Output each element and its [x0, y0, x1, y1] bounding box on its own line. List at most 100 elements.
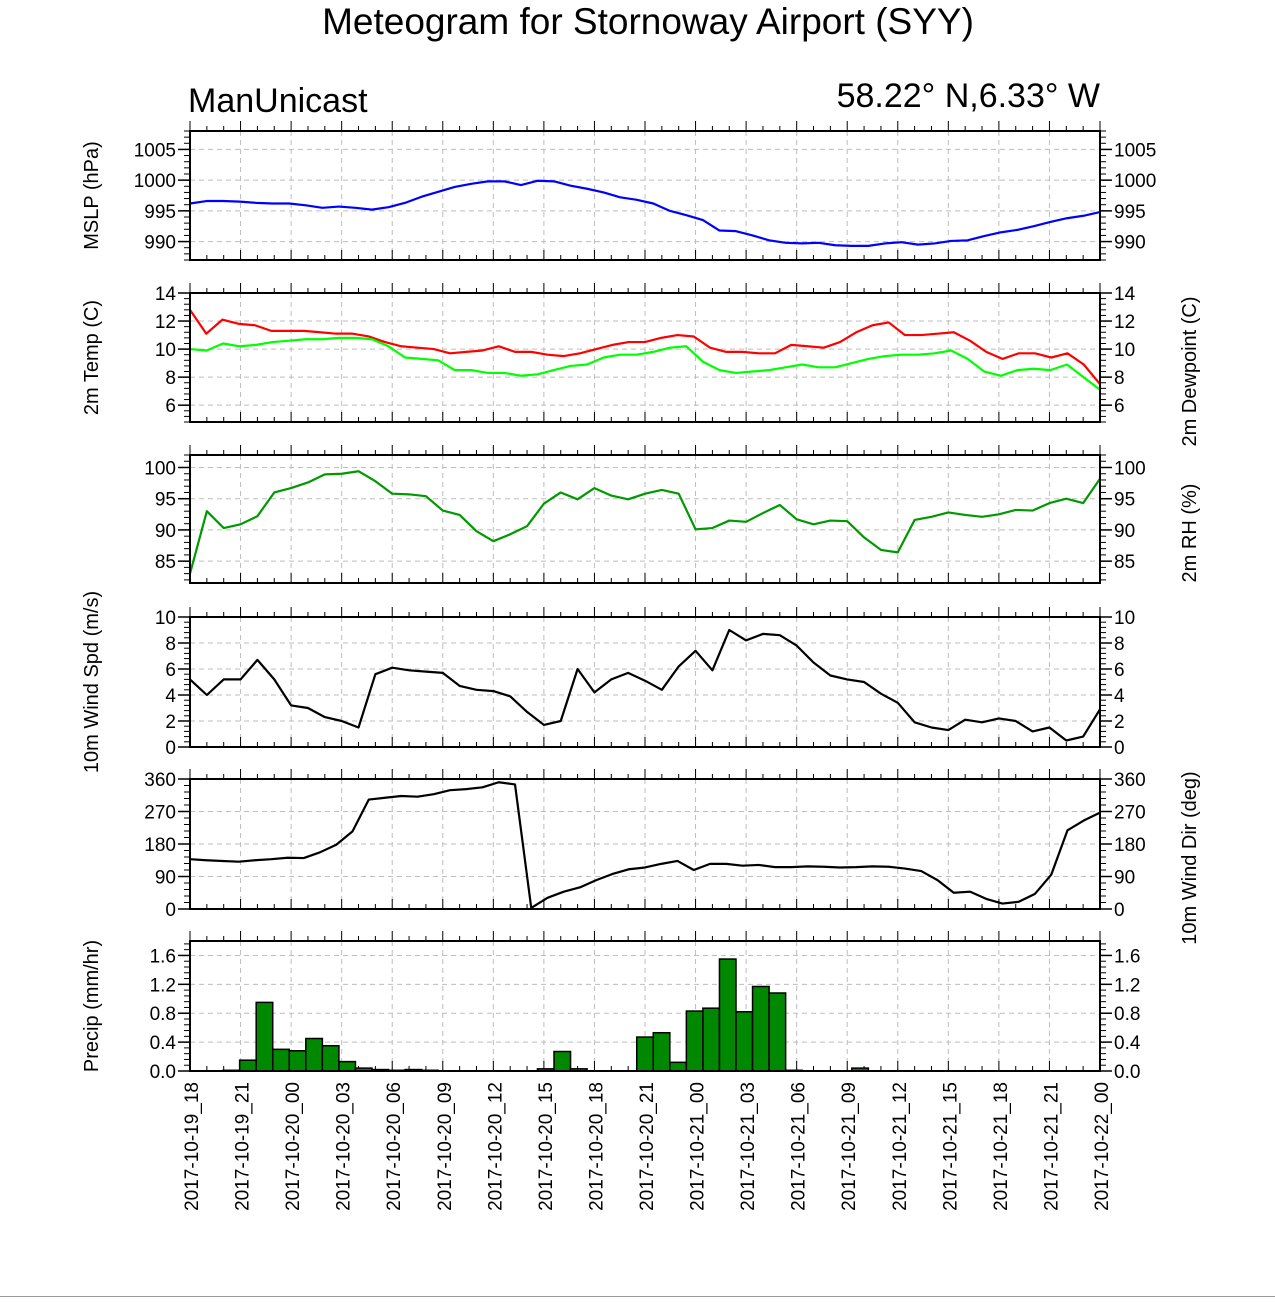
y-tick-label-right: 14	[1114, 284, 1136, 305]
y-tick-label: 1005	[134, 140, 176, 161]
panel-frame	[189, 940, 1101, 1072]
y-tick-label-right: 995	[1114, 202, 1146, 223]
y-tick-label: 12	[155, 312, 176, 333]
x-tick-label: 2017-10-20_09	[435, 1082, 456, 1211]
precip-bar	[338, 1060, 357, 1072]
y-tick-label-right: 1005	[1114, 140, 1156, 161]
y-tick-label: 360	[144, 770, 176, 791]
series-line-wind_speed	[189, 628, 1101, 742]
x-tick-label: 2017-10-21_21	[1041, 1082, 1062, 1211]
x-tick-label: 2017-10-20_18	[586, 1082, 607, 1211]
series-line-mslp	[189, 179, 1101, 247]
y-tick-label-right: 0.0	[1114, 1062, 1140, 1083]
y-tick-label: 995	[144, 202, 176, 223]
precip-bar	[735, 1011, 754, 1072]
y-tick-label-right: 90	[1114, 868, 1135, 889]
location-label: 58.22° N,6.33° W	[837, 77, 1100, 115]
y-tick-label: 1.2	[150, 975, 176, 996]
x-tick-label: 2017-10-21_18	[991, 1082, 1012, 1211]
panel-mslp: 990 990 995 995 1000 1000 1005 1005 MSLP (hPa)	[81, 121, 1156, 261]
y-tick-label-right: 10	[1114, 340, 1135, 361]
y-tick-label-right: 0.8	[1114, 1004, 1140, 1025]
y-tick-label-right: 4	[1114, 686, 1125, 707]
panel-frame	[189, 292, 1101, 423]
x-axis-labels: 2017-10-19_18 2017-10-19_21 2017-10-20_00 2…	[182, 1082, 1113, 1211]
y-tick-label-right: 8	[1114, 634, 1125, 655]
y-tick-label: 90	[155, 868, 176, 889]
x-tick-label: 2017-10-19_18	[182, 1082, 203, 1211]
y-tick-label: 6	[165, 660, 176, 681]
y-tick-label: 990	[144, 233, 176, 254]
y-tick-label: 85	[155, 552, 176, 573]
x-tick-label: 2017-10-21_12	[890, 1082, 911, 1211]
x-tick-label: 2017-10-20_21	[637, 1082, 658, 1211]
y-tick-label-right: 2	[1114, 712, 1125, 733]
x-tick-label: 2017-10-21_09	[839, 1082, 860, 1211]
y-tick-label-right: 180	[1114, 835, 1146, 856]
y-tick-label-right: 1000	[1114, 171, 1156, 192]
precip-bar	[751, 985, 770, 1072]
y-tick-label-right: 0	[1114, 738, 1125, 759]
series-line-temp	[189, 309, 1101, 385]
y-tick-label-right: 270	[1114, 803, 1146, 824]
y-axis-label-mslp: MSLP (hPa)	[81, 141, 103, 250]
y-tick-label-right: 6	[1114, 396, 1125, 417]
y-tick-label-right: 12	[1114, 312, 1135, 333]
x-tick-label: 2017-10-20_15	[536, 1082, 557, 1211]
y-tick-label-right: 100	[1114, 458, 1146, 479]
y-tick-label: 8	[165, 634, 176, 655]
y-tick-label: 0	[165, 738, 176, 759]
x-tick-label: 2017-10-20_00	[283, 1082, 304, 1211]
panel-frame	[189, 454, 1101, 584]
x-tick-label: 2017-10-21_00	[688, 1082, 709, 1211]
precip-bar	[271, 1048, 291, 1072]
precip-bar	[305, 1037, 324, 1072]
y-tick-label-right: 10	[1114, 608, 1135, 629]
y-axis-label-temp: 2m Temp (C)	[81, 300, 103, 415]
precip-bar	[669, 1061, 688, 1072]
y-axis-label-right-rh: 2m RH (%)	[1179, 484, 1201, 583]
y-tick-label: 95	[155, 490, 176, 511]
y-tick-label: 1.6	[150, 946, 176, 967]
x-tick-label: 2017-10-21_03	[738, 1082, 759, 1211]
precip-bar	[321, 1044, 340, 1072]
x-tick-label: 2017-10-21_15	[940, 1082, 961, 1211]
x-tick-label: 2017-10-21_06	[789, 1082, 810, 1211]
precip-bar	[635, 1036, 655, 1072]
precip-bar	[553, 1050, 572, 1072]
panel-precip: 0.0 0.0 0.4 0.4 0.8 0.8 1.2 1.2 1.6 1.6 Precip (mm…	[81, 931, 1141, 1083]
y-tick-label-right: 6	[1114, 660, 1125, 681]
y-tick-label-right: 0	[1114, 900, 1125, 921]
panel-frame	[189, 778, 1101, 910]
y-tick-label: 0.0	[150, 1062, 176, 1083]
y-axis-label-precip: Precip (mm/hr)	[81, 940, 103, 1072]
y-tick-label: 2	[165, 712, 176, 733]
y-tick-label: 100	[144, 458, 176, 479]
panel-frame	[189, 130, 1101, 261]
y-tick-label: 0	[165, 900, 176, 921]
panel-temp: 6 6 8 8 10 10 12 12 14 14 2m Temp (C) 2m Dewpoint (…	[81, 283, 1201, 447]
y-axis-label-wind_speed: 10m Wind Spd (m/s)	[81, 591, 103, 773]
y-tick-label-right: 0.4	[1114, 1033, 1141, 1054]
series-line-temp	[189, 336, 1101, 391]
y-tick-label-right: 1.2	[1114, 975, 1140, 996]
y-axis-label-right-temp: 2m Dewpoint (C)	[1179, 296, 1201, 446]
bottom-divider	[0, 1296, 1275, 1297]
precip-bar	[288, 1050, 307, 1072]
precip-bar	[718, 958, 737, 1072]
panel-frame	[189, 616, 1101, 748]
y-tick-label: 8	[165, 368, 176, 389]
y-tick-label: 0.8	[150, 1004, 176, 1025]
y-tick-label-right: 1.6	[1114, 946, 1140, 967]
x-tick-label: 2017-10-22_00	[1092, 1082, 1113, 1211]
y-tick-label: 270	[144, 803, 176, 824]
y-tick-label: 90	[155, 521, 176, 542]
y-tick-label: 0.4	[150, 1033, 177, 1054]
x-tick-label: 2017-10-20_06	[384, 1082, 405, 1211]
y-tick-label-right: 85	[1114, 552, 1135, 573]
precip-bar	[768, 992, 787, 1072]
y-tick-label: 10	[155, 608, 176, 629]
x-tick-label: 2017-10-19_21	[233, 1082, 254, 1211]
